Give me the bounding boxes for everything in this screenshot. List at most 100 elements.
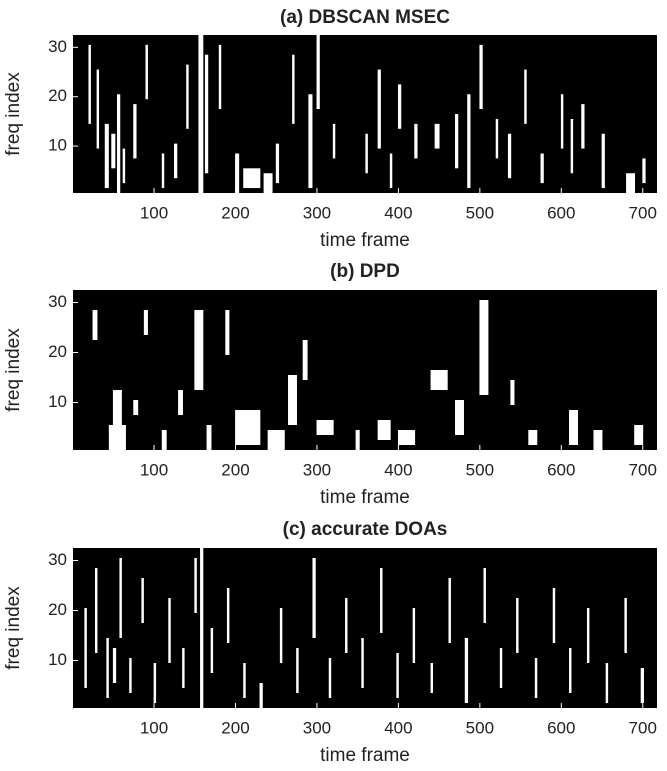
active-bin [312, 558, 316, 638]
x-tick-label: 300 [303, 203, 331, 222]
y-tick-label: 30 [48, 37, 67, 56]
active-bin [296, 648, 299, 693]
active-bin [605, 663, 609, 703]
active-bin [292, 54, 295, 124]
active-bin [455, 400, 464, 435]
x-tick-label: 500 [466, 203, 494, 222]
x-tick-label: 600 [547, 718, 575, 737]
active-bin [88, 44, 91, 124]
active-bin [225, 310, 230, 355]
y-tick-label: 10 [48, 392, 67, 411]
active-bin [569, 648, 572, 693]
active-bin [133, 104, 137, 159]
x-tick-label: 300 [303, 460, 331, 479]
active-bin [96, 69, 100, 149]
active-bin [204, 54, 209, 174]
active-bin [361, 638, 364, 688]
active-bin [540, 153, 544, 184]
active-bin [586, 608, 590, 663]
active-bin [328, 658, 332, 698]
active-bin [345, 598, 348, 653]
x-tick-label: 500 [466, 460, 494, 479]
active-bin [182, 648, 185, 688]
active-bin [624, 598, 627, 653]
active-bin [161, 153, 165, 189]
active-bin [412, 608, 416, 663]
y-axis-label: freq index [3, 72, 24, 156]
active-bin [569, 410, 578, 445]
active-bin [194, 558, 197, 613]
active-bin [479, 44, 483, 110]
x-tick-label: 600 [547, 203, 575, 222]
active-bin [524, 69, 527, 124]
active-bin [389, 153, 393, 189]
active-bin [288, 375, 297, 425]
x-tick-label: 600 [547, 460, 575, 479]
y-tick-label: 20 [48, 86, 67, 105]
active-bin [308, 94, 313, 189]
panel-title: (a) DBSCAN MSEC [280, 7, 450, 28]
active-bin [377, 420, 391, 440]
active-bin [119, 558, 122, 638]
active-bin [414, 123, 418, 159]
active-bin [316, 35, 320, 110]
y-tick-label: 30 [48, 550, 67, 569]
active-bin [380, 568, 383, 633]
active-bin [499, 648, 503, 688]
active-bin [552, 588, 556, 643]
active-bin [198, 35, 204, 193]
active-bin [206, 425, 212, 450]
x-axis-label: time frame [320, 487, 410, 508]
active-bin [153, 663, 157, 703]
active-bin [84, 608, 87, 688]
active-bin [302, 340, 308, 380]
x-tick-label: 200 [221, 718, 249, 737]
active-bin [560, 94, 564, 149]
x-tick-label: 200 [221, 203, 249, 222]
active-bin [186, 64, 189, 129]
y-tick-label: 30 [48, 292, 67, 311]
x-tick-label: 300 [303, 718, 331, 737]
x-axis-label: time frame [320, 745, 410, 766]
x-tick-label: 100 [140, 203, 168, 222]
active-bin [355, 430, 360, 450]
active-bin [455, 114, 459, 169]
active-bin [133, 400, 139, 415]
panel-title: (c) accurate DOAs [283, 519, 448, 540]
active-bin [510, 380, 515, 405]
active-bin [570, 118, 574, 174]
plot-background [73, 35, 657, 193]
active-bin [106, 638, 109, 698]
active-bin [479, 300, 489, 395]
active-bin [642, 158, 646, 184]
active-bin [534, 658, 538, 698]
x-tick-label: 100 [140, 718, 168, 737]
active-bin [528, 430, 538, 445]
active-bin [259, 683, 263, 708]
active-bin [397, 84, 402, 129]
active-bin [601, 133, 605, 189]
active-bin [640, 668, 644, 703]
active-bin [448, 578, 451, 643]
active-bin [122, 148, 126, 184]
x-tick-label: 400 [384, 460, 412, 479]
active-bin [116, 94, 121, 193]
active-bin [94, 568, 98, 653]
active-bin [235, 410, 261, 445]
y-tick-label: 20 [48, 600, 67, 619]
active-bin [104, 123, 109, 189]
active-bin [430, 370, 448, 390]
active-bin [365, 133, 368, 174]
active-bin [161, 430, 167, 450]
active-bin [178, 390, 183, 415]
active-bin [243, 663, 246, 698]
active-bin [279, 608, 283, 663]
active-bin [483, 568, 486, 623]
active-bin [143, 310, 148, 335]
active-bin [332, 123, 336, 159]
active-bin [430, 663, 434, 693]
active-bin [129, 658, 132, 693]
y-tick-label: 10 [48, 650, 67, 669]
x-tick-label: 700 [629, 203, 657, 222]
active-bin [626, 173, 636, 193]
